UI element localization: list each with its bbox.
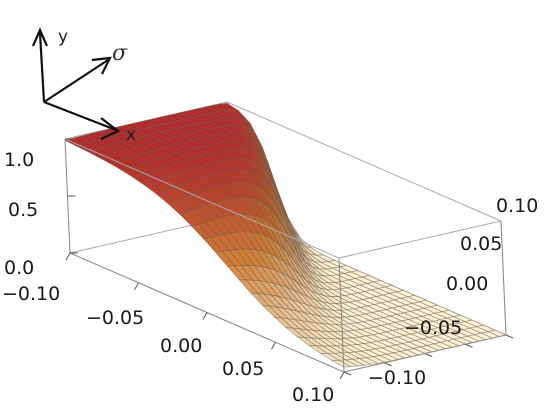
surface-mesh <box>64 102 508 368</box>
side-tick-mark <box>505 334 514 339</box>
front-tick-mark <box>271 342 276 350</box>
x-axis-letter: x <box>126 125 136 145</box>
side-tick-label: −0.10 <box>368 367 426 389</box>
side-tick-mark <box>384 362 392 367</box>
side-tick-label: 0.10 <box>496 195 538 217</box>
z-tick-label: 0.0 <box>4 257 34 279</box>
sigma-direction-arrow <box>43 59 109 103</box>
front-tick-mark <box>134 282 139 290</box>
side-tick-mark <box>424 353 433 357</box>
box-edge <box>226 101 502 222</box>
front-axis-ticks: −0.10 −0.05 0.00 0.05 0.10 <box>2 283 334 406</box>
front-tick-mark <box>202 312 208 320</box>
z-tick-label: 1.0 <box>4 149 34 171</box>
front-tick-label: 0.10 <box>292 384 334 406</box>
orientation-diagram: y σ x <box>31 27 136 145</box>
y-direction-arrow <box>38 32 46 103</box>
box-edge <box>338 220 502 259</box>
side-tick-label: 0.05 <box>460 233 502 255</box>
box-edge <box>500 220 507 336</box>
sigma-axis-letter: σ <box>112 41 128 66</box>
z-tick-label: 0.5 <box>8 199 38 221</box>
z-axis-ticks: 1.0 0.5 0.0 <box>4 149 38 279</box>
side-axis-ticks: 0.10 0.05 0.00 −0.05 −0.10 <box>368 195 538 389</box>
front-tick-mark <box>65 252 71 261</box>
box-edge <box>338 257 345 373</box>
x-arrowhead <box>100 117 121 140</box>
side-tick-mark <box>465 343 473 348</box>
side-tick-label: −0.05 <box>404 317 462 339</box>
side-tick-label: 0.00 <box>446 273 488 295</box>
front-tick-label: 0.05 <box>222 358 264 380</box>
front-tick-label: −0.10 <box>2 283 60 305</box>
box-edge <box>64 138 340 259</box>
y-arrowhead <box>31 27 49 47</box>
side-tick-mark <box>343 371 352 376</box>
front-tick-label: 0.00 <box>160 335 202 357</box>
y-axis-letter: y <box>58 27 68 47</box>
front-tick-mark <box>339 371 345 380</box>
bounding-box-front <box>64 138 514 380</box>
sigma-arrowhead <box>91 56 112 75</box>
front-tick-label: −0.05 <box>86 307 144 329</box>
surface-patch <box>331 359 352 368</box>
x-direction-arrow <box>43 100 117 132</box>
